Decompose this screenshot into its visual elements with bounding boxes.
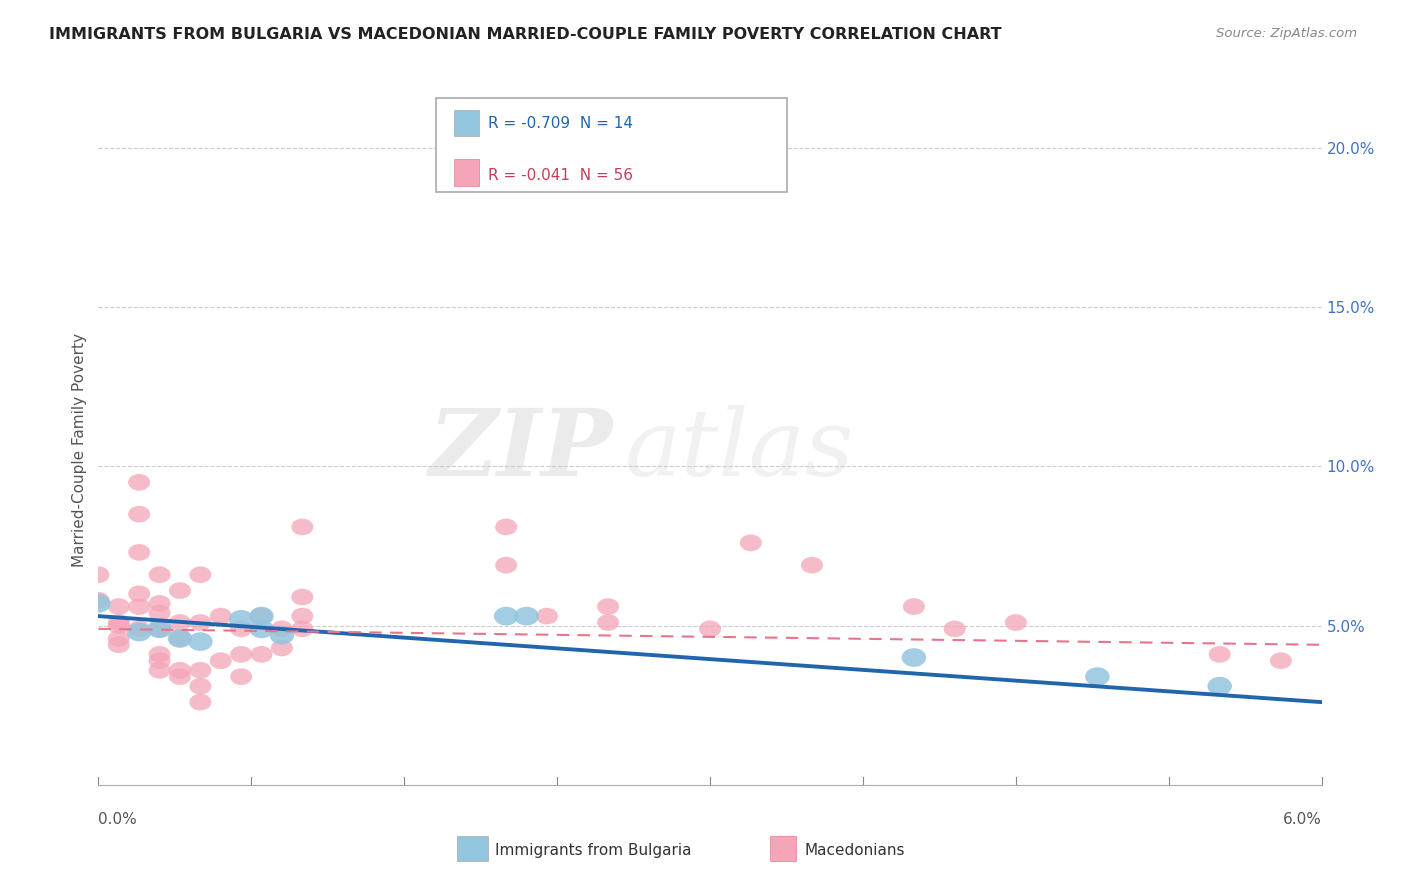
Ellipse shape	[128, 599, 150, 615]
Ellipse shape	[249, 620, 274, 639]
Text: R = -0.041  N = 56: R = -0.041 N = 56	[488, 168, 633, 183]
Ellipse shape	[291, 607, 314, 624]
Ellipse shape	[943, 621, 966, 637]
Ellipse shape	[190, 678, 211, 695]
Ellipse shape	[901, 648, 927, 667]
Ellipse shape	[209, 652, 232, 669]
Ellipse shape	[598, 599, 619, 615]
Ellipse shape	[149, 605, 170, 622]
Ellipse shape	[291, 589, 314, 606]
Ellipse shape	[1208, 677, 1232, 696]
Ellipse shape	[127, 623, 152, 641]
Text: 6.0%: 6.0%	[1282, 812, 1322, 827]
Ellipse shape	[1209, 646, 1230, 663]
Ellipse shape	[108, 636, 129, 653]
Ellipse shape	[169, 668, 191, 685]
Ellipse shape	[87, 566, 110, 583]
Ellipse shape	[148, 620, 172, 639]
Ellipse shape	[231, 646, 252, 663]
Ellipse shape	[169, 582, 191, 599]
Ellipse shape	[495, 557, 517, 574]
Ellipse shape	[128, 585, 150, 602]
Ellipse shape	[209, 607, 232, 624]
Ellipse shape	[291, 621, 314, 637]
Ellipse shape	[128, 621, 150, 637]
Ellipse shape	[188, 632, 212, 651]
Ellipse shape	[190, 614, 211, 631]
Text: Macedonians: Macedonians	[804, 843, 904, 858]
Ellipse shape	[271, 621, 292, 637]
Ellipse shape	[190, 662, 211, 679]
Ellipse shape	[149, 652, 170, 669]
Ellipse shape	[149, 646, 170, 663]
Ellipse shape	[149, 595, 170, 612]
Ellipse shape	[128, 544, 150, 561]
Ellipse shape	[169, 630, 191, 647]
Ellipse shape	[108, 630, 129, 647]
Ellipse shape	[149, 566, 170, 583]
Text: ZIP: ZIP	[427, 406, 612, 495]
Ellipse shape	[149, 662, 170, 679]
Ellipse shape	[1270, 652, 1292, 669]
Ellipse shape	[190, 694, 211, 711]
Ellipse shape	[87, 591, 110, 608]
Text: R = -0.709  N = 14: R = -0.709 N = 14	[488, 116, 633, 131]
Ellipse shape	[149, 621, 170, 637]
Ellipse shape	[169, 662, 191, 679]
Text: atlas: atlas	[624, 406, 853, 495]
Ellipse shape	[86, 594, 111, 613]
Ellipse shape	[903, 599, 925, 615]
Ellipse shape	[128, 506, 150, 523]
Text: 0.0%: 0.0%	[98, 812, 138, 827]
Ellipse shape	[515, 607, 538, 625]
Ellipse shape	[108, 617, 129, 634]
Ellipse shape	[536, 607, 558, 624]
Ellipse shape	[128, 474, 150, 491]
Ellipse shape	[231, 621, 252, 637]
Ellipse shape	[108, 599, 129, 615]
Y-axis label: Married-Couple Family Poverty: Married-Couple Family Poverty	[72, 334, 87, 567]
Ellipse shape	[108, 614, 129, 631]
Text: Source: ZipAtlas.com: Source: ZipAtlas.com	[1216, 27, 1357, 40]
Ellipse shape	[229, 610, 253, 629]
Ellipse shape	[271, 640, 292, 657]
Ellipse shape	[250, 607, 273, 624]
Ellipse shape	[1005, 614, 1026, 631]
Ellipse shape	[291, 518, 314, 535]
Ellipse shape	[494, 607, 519, 625]
Ellipse shape	[801, 557, 823, 574]
Ellipse shape	[740, 534, 762, 551]
Ellipse shape	[1085, 667, 1109, 686]
Ellipse shape	[249, 607, 274, 625]
Ellipse shape	[169, 614, 191, 631]
Ellipse shape	[270, 626, 294, 645]
Ellipse shape	[190, 566, 211, 583]
Ellipse shape	[250, 646, 273, 663]
Ellipse shape	[231, 668, 252, 685]
Ellipse shape	[699, 621, 721, 637]
Text: Immigrants from Bulgaria: Immigrants from Bulgaria	[495, 843, 692, 858]
Ellipse shape	[495, 518, 517, 535]
Ellipse shape	[598, 614, 619, 631]
Ellipse shape	[167, 629, 193, 648]
Text: IMMIGRANTS FROM BULGARIA VS MACEDONIAN MARRIED-COUPLE FAMILY POVERTY CORRELATION: IMMIGRANTS FROM BULGARIA VS MACEDONIAN M…	[49, 27, 1002, 42]
